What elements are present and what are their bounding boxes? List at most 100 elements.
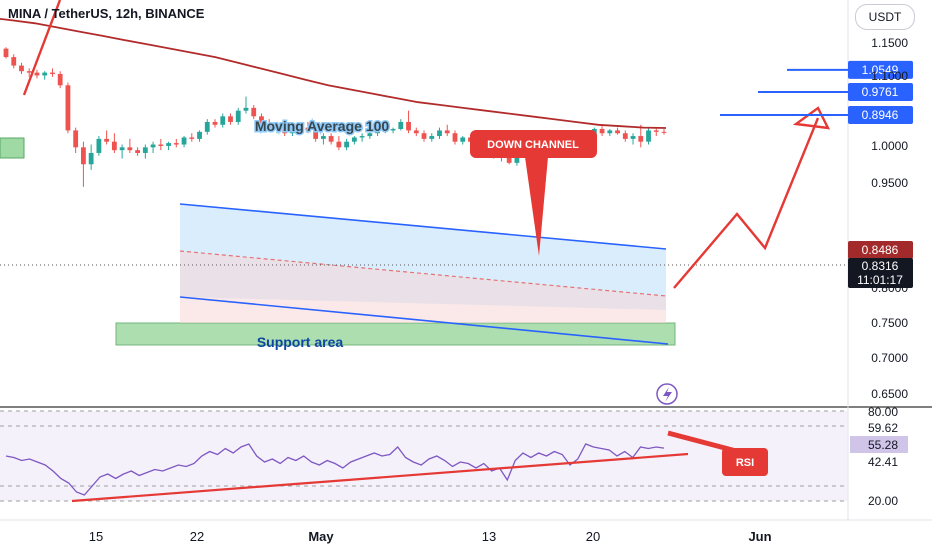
currency-button[interactable]: USDT <box>855 4 915 30</box>
countdown-label: 11:01:17 <box>857 273 903 287</box>
candle-body <box>282 124 288 134</box>
candle-body <box>19 65 24 72</box>
candle-body <box>81 147 86 165</box>
y-tick-label: 0.6500 <box>871 387 908 401</box>
support-annotation: Support area <box>257 334 344 350</box>
channel-upper-line <box>179 203 667 250</box>
candle-body <box>599 129 605 134</box>
candle-body <box>351 137 357 142</box>
candle-body <box>661 131 667 133</box>
level-badge <box>848 83 913 102</box>
candle-body <box>235 110 241 122</box>
rsi-tick-label: 20.00 <box>868 494 898 508</box>
candle-body <box>251 107 257 117</box>
candle-body <box>173 143 179 145</box>
candle-body <box>297 127 303 131</box>
level-label: 0.8946 <box>862 108 899 122</box>
candle-body <box>135 150 140 153</box>
candle-body <box>65 85 71 131</box>
y-tick-label: 1.0000 <box>871 139 908 153</box>
x-tick-label: May <box>308 529 334 544</box>
candle-body <box>320 136 326 139</box>
candle-body <box>111 141 117 151</box>
candle-body <box>181 137 187 145</box>
candle-body <box>3 48 9 58</box>
price-label: 0.8316 <box>862 259 899 273</box>
prior-move-line <box>22 0 62 96</box>
candle-body <box>57 74 63 86</box>
candle-body <box>204 121 210 132</box>
support-area-zone <box>115 322 676 346</box>
candle-body <box>290 130 295 134</box>
rsi-band <box>0 411 848 501</box>
x-tick-label: 22 <box>190 529 204 544</box>
support-zone-left <box>0 137 25 159</box>
rsi-callout <box>722 448 768 476</box>
candle-body <box>212 121 218 125</box>
candle-body <box>398 121 404 130</box>
candle-body <box>630 136 636 139</box>
candle-body <box>11 57 17 66</box>
rsi-tick-label: 80.00 <box>868 405 898 419</box>
candle-body <box>73 130 79 148</box>
candle-body <box>622 133 628 139</box>
candle-body <box>127 147 133 151</box>
candle-body <box>166 143 171 146</box>
candle-body <box>305 127 311 131</box>
candle-body <box>437 130 442 137</box>
candle-body <box>413 130 419 134</box>
channel-lower-line <box>179 296 669 345</box>
y-tick-label: 0.7000 <box>871 351 908 365</box>
candle-body <box>452 133 458 142</box>
channel-lower-fill <box>180 251 666 323</box>
candle-body <box>382 129 388 131</box>
candle-body <box>615 130 620 134</box>
candle-body <box>119 147 125 151</box>
projection-path <box>673 117 820 289</box>
candle-body <box>460 137 466 142</box>
rsi-badge-label: 42.41 <box>868 455 898 469</box>
price-badge <box>848 258 913 288</box>
candle-body <box>150 144 156 148</box>
candle-body <box>274 124 280 128</box>
down-channel-label: DOWN CHANNEL <box>487 139 579 151</box>
candle-body <box>42 72 48 76</box>
rsi-trendline <box>71 452 689 503</box>
candle-body <box>142 147 148 153</box>
down-channel-callout <box>470 130 597 158</box>
x-tick-label: 20 <box>586 529 600 544</box>
candle-body <box>158 144 164 146</box>
candle-body <box>104 138 110 142</box>
level-badge <box>848 106 913 125</box>
candle-body <box>344 141 350 148</box>
candle-body <box>88 152 94 165</box>
level-badge <box>848 60 913 79</box>
candle-body <box>243 107 249 111</box>
candle-body <box>34 72 40 76</box>
x-tick-label: Jun <box>748 529 771 544</box>
rsi-badge-label: 59.62 <box>868 421 898 435</box>
candle-body <box>367 133 373 137</box>
candle-body <box>328 136 334 142</box>
candle-body <box>653 130 659 132</box>
candle-body <box>444 130 450 134</box>
candle-body <box>197 131 202 139</box>
candle-body <box>266 124 272 128</box>
x-tick-label: 15 <box>89 529 103 544</box>
ma100-line <box>0 17 667 129</box>
candle-body <box>375 129 380 134</box>
rsi-badge-label: 55.28 <box>868 438 898 452</box>
rsi-value-badge <box>850 436 908 453</box>
ma-value-label: 0.8486 <box>862 243 899 257</box>
y-tick-label: 0.9500 <box>871 176 908 190</box>
candle-body <box>406 121 411 131</box>
level-label: 0.9761 <box>862 85 899 99</box>
candle-body <box>26 71 32 73</box>
chart-title: MINA / TetherUS, 12h, BINANCE <box>8 6 205 21</box>
candle-body <box>607 130 613 134</box>
lightning-icon-glyph <box>663 387 672 402</box>
x-tick-label: 13 <box>482 529 496 544</box>
down-channel-pointer <box>525 157 548 256</box>
ma-annotation: Moving Average 100 <box>255 118 390 134</box>
